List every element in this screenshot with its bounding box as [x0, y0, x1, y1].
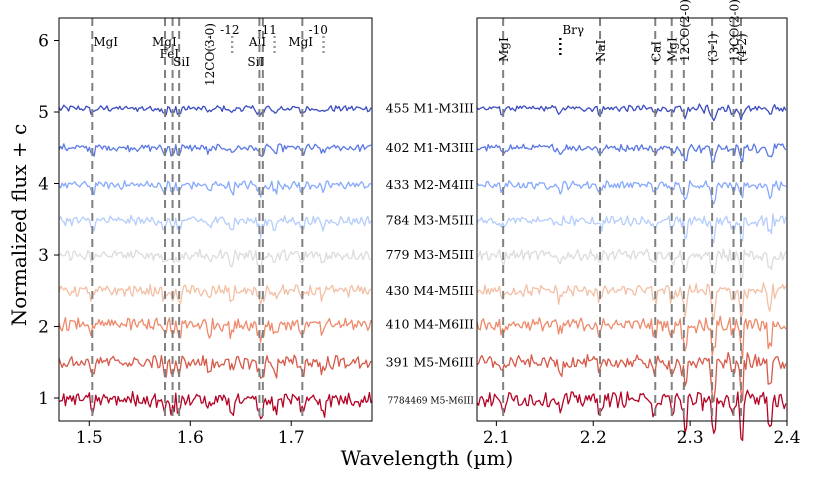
spectrum-trace-k-9 — [476, 389, 787, 442]
x-tick-label-1-1: 2.2 — [580, 428, 607, 448]
spectrum-trace-h-2 — [58, 143, 372, 158]
panel-frame-h — [58, 17, 373, 422]
spectrum-trace-h-3 — [58, 179, 372, 198]
feature-label-1-8: (4-2) — [735, 33, 749, 62]
star-label-4: 784 M3-M5III — [386, 213, 474, 228]
star-label-2: 402 M1-M3III — [386, 140, 474, 155]
star-label-3: 433 M2-M4III — [386, 177, 474, 192]
y-tick-label-5: 6 — [38, 32, 49, 52]
spectrum-trace-k-2 — [476, 143, 787, 163]
feature-label-0-6: AlI — [248, 35, 267, 49]
spectrum-trace-h-1 — [58, 104, 372, 116]
spectrum-trace-k-6 — [476, 282, 787, 321]
feature-label-0-1: MgI — [152, 35, 177, 49]
spectrum-trace-k-1 — [476, 103, 787, 122]
feature-label-1-0: MgI — [497, 37, 511, 62]
feature-label-0-0: MgI — [93, 35, 118, 49]
feature-label-0-4: 12CO(3-0) — [203, 23, 217, 86]
star-label-7: 410 M4-M6III — [386, 316, 474, 331]
feature-label-1-4: MgI — [666, 37, 680, 62]
spectrum-trace-h-8 — [58, 354, 372, 379]
spectrum-trace-h-5 — [58, 248, 372, 274]
spectrum-trace-k-5 — [476, 248, 787, 280]
y-tick-label-3: 4 — [38, 175, 49, 195]
x-tick-label-0-2: 1.7 — [278, 428, 305, 448]
feature-label-1-3: CaI — [649, 41, 663, 62]
y-tick-label-4: 5 — [38, 103, 49, 123]
feature-label-0-2: FeI — [160, 47, 180, 61]
x-tick-label-1-2: 2.3 — [677, 428, 704, 448]
feature-label-0-10: -10 — [309, 23, 328, 37]
feature-label-0-9: MgI — [288, 35, 313, 49]
feature-label-0-5: -12 — [220, 23, 239, 37]
star-label-6: 430 M4-M5III — [386, 283, 474, 298]
y-tick-label-0: 1 — [38, 389, 49, 409]
feature-label-1-7: 13CO(2-0) — [728, 0, 742, 62]
feature-label-1-5: 12CO(2-0) — [678, 0, 692, 62]
x-tick-label-1-3: 2.4 — [773, 428, 800, 448]
x-tick-label-1-0: 2.1 — [483, 428, 510, 448]
feature-label-0-8: -11 — [258, 23, 277, 37]
feature-label-0-7: SiI — [247, 55, 264, 69]
spectrum-trace-k-8 — [476, 351, 787, 403]
x-axis-label: Wavelength (µm) — [341, 446, 514, 470]
spectrum-trace-k-7 — [476, 315, 787, 360]
spectrum-trace-h-4 — [58, 214, 372, 239]
star-label-9: 7784469 M5-M6III — [387, 396, 474, 406]
feature-label-1-2: NaI — [594, 39, 608, 62]
spectrum-trace-k-4 — [476, 213, 787, 244]
spectrum-trace-h-6 — [58, 284, 372, 306]
x-tick-label-0-0: 1.5 — [76, 428, 103, 448]
star-label-1: 455 M1-M3III — [386, 100, 474, 115]
feature-label-1-6: (3-1) — [706, 33, 720, 62]
star-label-8: 391 M5-M6III — [386, 354, 474, 369]
star-label-5: 779 M3-M5III — [386, 247, 474, 262]
y-tick-label-2: 3 — [38, 246, 49, 266]
y-tick-label-1: 2 — [38, 318, 49, 338]
feature-label-0-3: SiI — [173, 55, 190, 69]
panel-frame-k — [476, 17, 788, 422]
spectrum-trace-k-3 — [476, 180, 787, 205]
y-axis-label: Normalized flux + c — [7, 124, 31, 327]
spectrum-trace-h-7 — [58, 317, 372, 343]
feature-label-1-1: Brγ — [562, 23, 584, 37]
x-tick-label-0-1: 1.6 — [177, 428, 204, 448]
spectrum-trace-h-9 — [58, 390, 372, 420]
